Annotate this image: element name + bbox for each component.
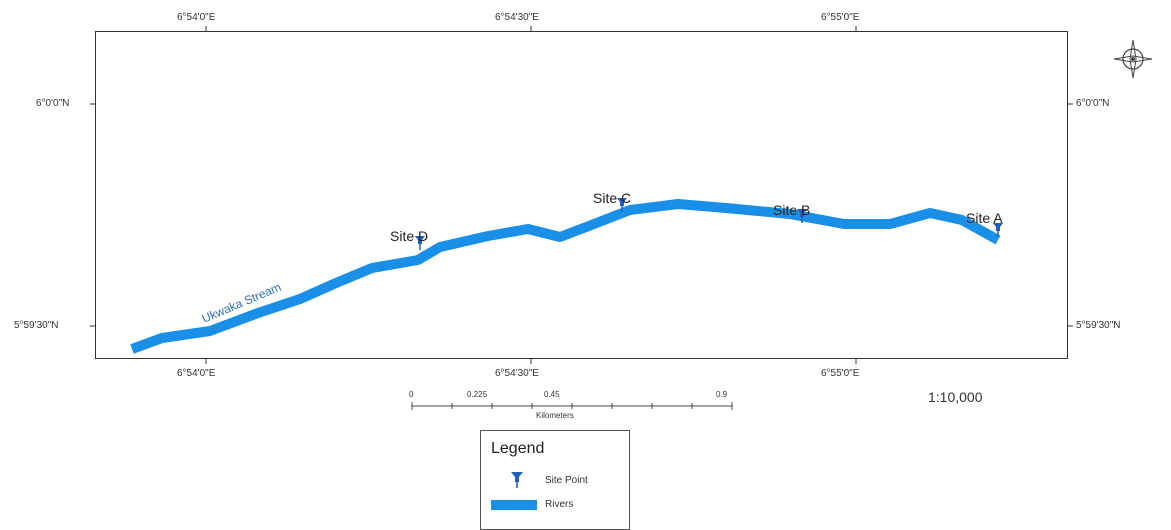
tick-top-3: 6°55'0"E (821, 12, 860, 23)
tick-bottom-3: 6°55'0"E (821, 368, 860, 379)
scale-label-0: 0 (409, 390, 414, 399)
legend-item-site-point: Site Point (545, 475, 588, 486)
legend: Legend Site Point Rivers (480, 430, 630, 530)
ukwaka-stream-river (130, 199, 1001, 354)
scale-label-3: 0.9 (716, 390, 728, 399)
legend-title: Legend (491, 440, 545, 457)
site-pin-icon (993, 223, 1003, 237)
site-pin-icon (415, 236, 425, 250)
scale-ratio: 1:10,000 (928, 389, 983, 405)
map-canvas: Ukwaka Stream Site A Site B Site C Site … (90, 26, 1073, 420)
tick-right-2: 5°59'30"N (1076, 320, 1121, 331)
site-pin-icon (511, 472, 523, 488)
tick-left-1: 6°0'0"N (36, 98, 70, 109)
site-pin-icon (797, 209, 807, 223)
tick-bottom-1: 6°54'0"E (177, 368, 216, 379)
site-label-b: Site B (773, 202, 810, 218)
tick-left-2: 5°59'30"N (14, 320, 59, 331)
site-label-a: Site A (966, 210, 1003, 226)
site-label-d: Site D (390, 228, 428, 244)
scale-bar (411, 402, 733, 410)
tick-bottom-2: 6°54'30"E (495, 368, 539, 379)
map-frame (95, 31, 1068, 359)
tick-top-1: 6°54'0"E (177, 12, 216, 23)
frame-ticks (90, 26, 1073, 364)
site-pin-icon (617, 198, 627, 212)
scale-label-1: 0.225 (467, 390, 488, 399)
tick-right-1: 6°0'0"N (1076, 98, 1110, 109)
river-swatch-icon (491, 500, 537, 510)
tick-top-2: 6°54'30"E (495, 12, 539, 23)
scale-unit: Kilometers (536, 411, 574, 420)
scale-label-2: 0.45 (544, 390, 560, 399)
site-label-c: Site C (593, 190, 631, 206)
legend-item-rivers: Rivers (545, 499, 574, 510)
compass-rose-icon (1113, 39, 1153, 79)
